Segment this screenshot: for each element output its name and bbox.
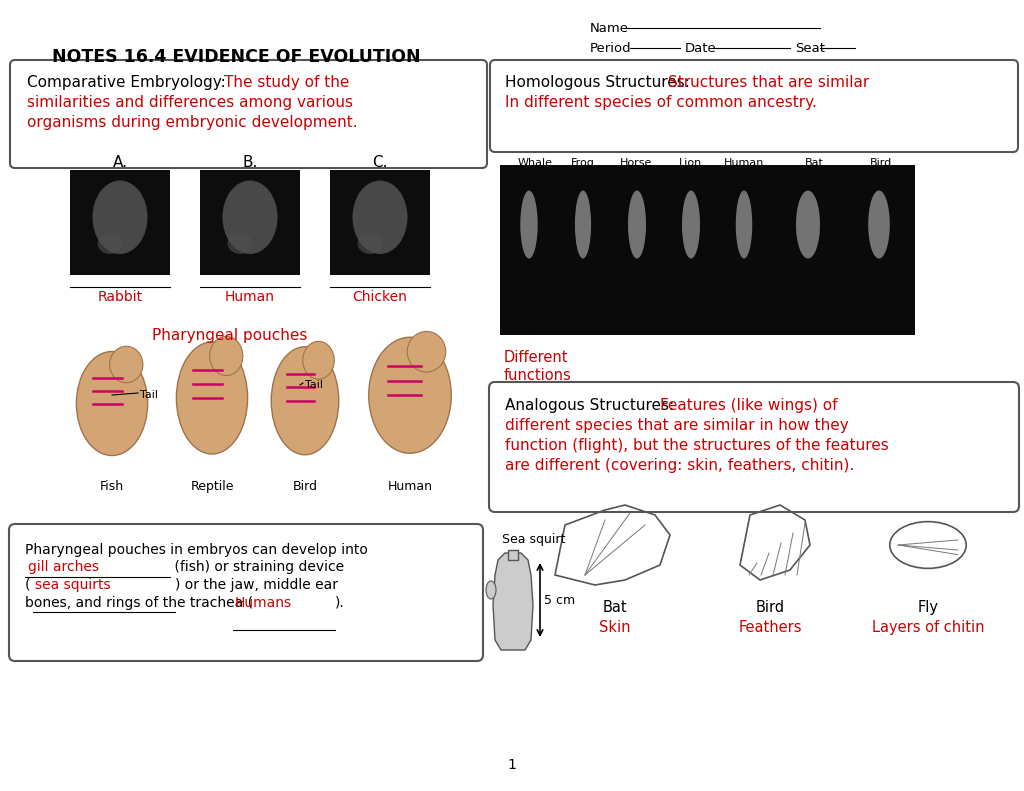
Text: Skin: Skin <box>599 620 631 635</box>
Text: Homologous Structures:: Homologous Structures: <box>505 75 690 90</box>
Ellipse shape <box>92 180 147 254</box>
Text: Bird: Bird <box>293 480 317 493</box>
Text: Layers of chitin: Layers of chitin <box>871 620 984 635</box>
Text: Bat: Bat <box>805 158 823 168</box>
FancyBboxPatch shape <box>490 60 1018 152</box>
Ellipse shape <box>520 191 538 259</box>
Text: ) or the jaw, middle ear: ) or the jaw, middle ear <box>175 578 338 592</box>
Bar <box>508 550 518 560</box>
Text: are different (covering: skin, feathers, chitin).: are different (covering: skin, feathers,… <box>505 458 854 473</box>
Text: Date: Date <box>685 42 717 55</box>
Text: 5 cm: 5 cm <box>544 593 575 607</box>
Text: In different species of common ancestry.: In different species of common ancestry. <box>505 95 817 110</box>
Text: Human: Human <box>724 158 764 168</box>
Text: Human: Human <box>387 480 432 493</box>
Text: Humans: Humans <box>234 596 292 610</box>
Text: Chicken: Chicken <box>352 290 408 304</box>
Ellipse shape <box>357 233 383 254</box>
Text: Structures that are similar: Structures that are similar <box>668 75 869 90</box>
Bar <box>556 165 610 335</box>
Text: Fly: Fly <box>918 600 939 615</box>
Text: Reptile: Reptile <box>190 480 233 493</box>
Ellipse shape <box>271 346 339 455</box>
Text: function (flight), but the structures of the features: function (flight), but the structures of… <box>505 438 889 453</box>
Ellipse shape <box>486 581 496 599</box>
Text: Period: Period <box>590 42 632 55</box>
Text: B.: B. <box>243 155 258 170</box>
Bar <box>717 165 772 335</box>
Text: NOTES 16.4 EVIDENCE OF EVOLUTION: NOTES 16.4 EVIDENCE OF EVOLUTION <box>52 48 421 66</box>
Text: Comparative Embryology:: Comparative Embryology: <box>27 75 225 90</box>
Ellipse shape <box>303 342 334 379</box>
Text: Horse: Horse <box>620 158 652 168</box>
Ellipse shape <box>222 180 278 254</box>
Ellipse shape <box>176 342 248 454</box>
Ellipse shape <box>369 337 452 453</box>
Text: Pharyngeal pouches in embryos can develop into: Pharyngeal pouches in embryos can develo… <box>25 543 368 557</box>
Bar <box>500 165 558 335</box>
Text: ).: ). <box>335 596 345 610</box>
FancyBboxPatch shape <box>10 60 487 168</box>
Text: Tail: Tail <box>140 390 158 400</box>
Ellipse shape <box>628 191 646 259</box>
Ellipse shape <box>682 191 700 259</box>
Text: Sea squirt: Sea squirt <box>502 533 565 546</box>
Ellipse shape <box>97 233 123 254</box>
Bar <box>70 170 170 275</box>
Text: Human: Human <box>225 290 275 304</box>
Text: Bird: Bird <box>869 158 892 168</box>
Ellipse shape <box>408 331 445 372</box>
Bar <box>662 165 721 335</box>
Text: Fish: Fish <box>100 480 124 493</box>
Text: similarities and differences among various: similarities and differences among vario… <box>27 95 353 110</box>
Text: sea squirts: sea squirts <box>35 578 111 592</box>
Text: gill arches: gill arches <box>28 560 99 574</box>
Text: Analogous Structures:: Analogous Structures: <box>505 398 674 413</box>
FancyBboxPatch shape <box>9 524 483 661</box>
Text: (: ( <box>25 578 31 592</box>
Text: A.: A. <box>113 155 128 170</box>
Bar <box>843 165 915 335</box>
Ellipse shape <box>736 191 753 259</box>
Text: Whale: Whale <box>517 158 553 168</box>
Bar <box>200 170 300 275</box>
Text: Feathers: Feathers <box>738 620 802 635</box>
Text: Frog: Frog <box>571 158 595 168</box>
Bar <box>607 165 667 335</box>
Text: different species that are similar in how they: different species that are similar in ho… <box>505 418 849 433</box>
Text: Name: Name <box>590 22 629 35</box>
Text: functions: functions <box>504 368 571 383</box>
Ellipse shape <box>210 336 243 376</box>
Text: Lion: Lion <box>679 158 702 168</box>
Text: Seat: Seat <box>795 42 825 55</box>
Text: 1: 1 <box>508 758 516 772</box>
Text: (fish) or straining device: (fish) or straining device <box>170 560 344 574</box>
Text: Features (like wings) of: Features (like wings) of <box>660 398 838 413</box>
Ellipse shape <box>110 346 143 383</box>
Ellipse shape <box>227 233 253 254</box>
Bar <box>330 170 430 275</box>
Text: Tail: Tail <box>305 380 323 390</box>
Text: Rabbit: Rabbit <box>97 290 142 304</box>
FancyBboxPatch shape <box>489 382 1019 512</box>
Polygon shape <box>493 553 534 650</box>
Ellipse shape <box>574 191 591 259</box>
Text: bones, and rings of the trachea (: bones, and rings of the trachea ( <box>25 596 253 610</box>
Text: Different: Different <box>504 350 568 365</box>
Text: organisms during embryonic development.: organisms during embryonic development. <box>27 115 357 130</box>
Text: The study of the: The study of the <box>224 75 349 90</box>
Ellipse shape <box>77 351 147 456</box>
Text: Bird: Bird <box>756 600 784 615</box>
Text: C.: C. <box>373 155 388 170</box>
Text: Pharyngeal pouches: Pharyngeal pouches <box>153 328 307 343</box>
Ellipse shape <box>868 191 890 259</box>
Ellipse shape <box>796 191 820 259</box>
Ellipse shape <box>352 180 408 254</box>
Text: Bat: Bat <box>603 600 628 615</box>
Bar <box>768 165 848 335</box>
